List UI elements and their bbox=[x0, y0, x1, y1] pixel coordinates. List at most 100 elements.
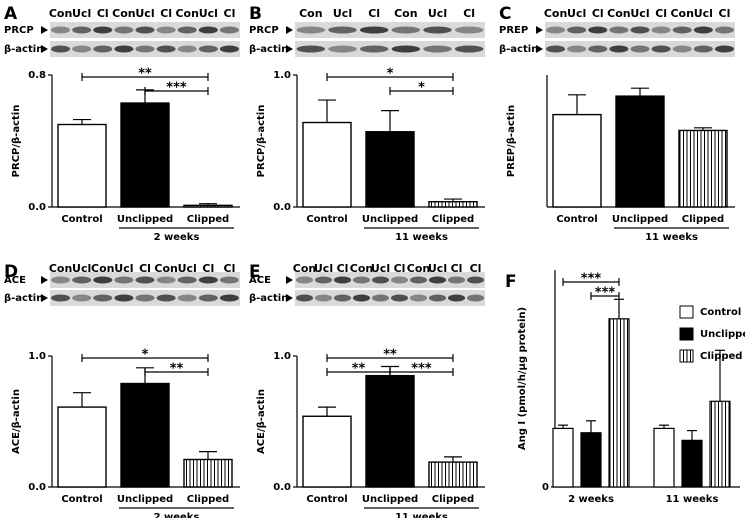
x-tick-label: Clipped bbox=[432, 214, 474, 225]
y-tick-label: 0.0 bbox=[273, 482, 291, 493]
bar bbox=[608, 318, 630, 488]
lane-label: Ucl bbox=[314, 262, 333, 275]
y-tick-label: 1.0 bbox=[273, 351, 291, 362]
bar bbox=[428, 461, 478, 488]
legend-label: Control bbox=[700, 307, 741, 318]
bar bbox=[615, 95, 665, 208]
blot-band bbox=[333, 294, 352, 302]
blot-band bbox=[672, 45, 692, 53]
lane-label: Cl bbox=[337, 262, 349, 275]
legend-label: Unclipped bbox=[700, 329, 745, 340]
legend-swatch bbox=[679, 327, 694, 341]
lane-label: Ucl bbox=[428, 262, 447, 275]
x-tick-label: Clipped bbox=[682, 214, 724, 225]
blot-band bbox=[72, 294, 92, 302]
lane-label: Ucl bbox=[371, 262, 390, 275]
blot-label: β-actin bbox=[499, 44, 538, 55]
lane-label: Cl bbox=[463, 7, 475, 20]
blot-band bbox=[295, 294, 314, 302]
y-tick-label: 0 bbox=[542, 482, 549, 493]
lane-label: Ucl bbox=[135, 7, 154, 20]
lane-label: Cl bbox=[202, 262, 214, 275]
lane-label: Ucl bbox=[199, 7, 218, 20]
blot-band bbox=[466, 294, 485, 302]
lane-label: Con bbox=[91, 262, 114, 275]
bar bbox=[365, 374, 415, 488]
y-axis-label: PREP/β-actin bbox=[506, 105, 517, 177]
sig-label: *** bbox=[411, 362, 432, 377]
lane-label: Cl bbox=[224, 262, 236, 275]
blot-arrow bbox=[41, 45, 48, 53]
y-tick-label: 1.0 bbox=[273, 70, 291, 81]
y-tick-label: 0.8 bbox=[28, 70, 46, 81]
blot-band bbox=[51, 294, 71, 302]
blot-band bbox=[72, 276, 92, 284]
blot-label: β-actin bbox=[4, 293, 43, 304]
lane-label: Ucl bbox=[72, 7, 91, 20]
blot-band bbox=[693, 45, 713, 53]
blot-band bbox=[651, 45, 671, 53]
blot-band bbox=[114, 276, 134, 284]
blot-band bbox=[198, 45, 218, 53]
blot-band bbox=[714, 26, 734, 34]
x-tick-label: Clipped bbox=[187, 494, 229, 505]
bar bbox=[428, 201, 478, 208]
sig-label: * bbox=[387, 67, 394, 82]
blot-band bbox=[156, 276, 176, 284]
lane-label: Cl bbox=[139, 262, 151, 275]
blot-band bbox=[177, 26, 197, 34]
panel-letter: F bbox=[505, 272, 517, 292]
x-tick-label: 11 weeks bbox=[666, 494, 719, 505]
bar bbox=[302, 121, 352, 208]
blot-band bbox=[219, 276, 239, 284]
panel-letter: E bbox=[249, 262, 261, 282]
lane-label: Cl bbox=[368, 7, 380, 20]
bar bbox=[580, 432, 602, 488]
blot-band bbox=[51, 26, 71, 34]
blot-arrow bbox=[286, 294, 293, 302]
blot-label: β-actin bbox=[4, 44, 43, 55]
lane-label: Con bbox=[154, 262, 177, 275]
y-tick-label: 0.0 bbox=[28, 482, 46, 493]
blot-band bbox=[295, 276, 314, 284]
group-label: 11 weeks bbox=[395, 512, 448, 518]
blot-band bbox=[409, 294, 428, 302]
y-axis-label: PRCP/β-actin bbox=[256, 105, 267, 178]
blot-band bbox=[219, 294, 239, 302]
lane-label: Cl bbox=[470, 262, 482, 275]
sig-label: ** bbox=[170, 362, 184, 377]
y-axis-label: ACE/β-actin bbox=[256, 389, 267, 454]
lane-label: Con bbox=[544, 7, 567, 20]
blot-band bbox=[359, 26, 389, 34]
blot-band bbox=[390, 294, 409, 302]
blot-arrow bbox=[286, 45, 293, 53]
blot-band bbox=[567, 26, 587, 34]
lane-label: Ucl bbox=[333, 7, 352, 20]
bar bbox=[681, 439, 703, 488]
bar bbox=[678, 129, 728, 208]
panel-letter: A bbox=[4, 4, 18, 24]
blot-band bbox=[156, 45, 176, 53]
blot-band bbox=[630, 26, 650, 34]
blot-band bbox=[423, 26, 452, 34]
blot-band bbox=[693, 26, 713, 34]
blot-band bbox=[428, 276, 447, 284]
blot-band bbox=[72, 26, 92, 34]
blot-arrow bbox=[286, 276, 293, 284]
x-tick-label: Unclipped bbox=[117, 494, 173, 505]
blot-band bbox=[359, 45, 389, 53]
blot-band bbox=[114, 294, 134, 302]
sig-label: *** bbox=[581, 272, 602, 287]
lane-label: Ucl bbox=[694, 7, 713, 20]
blot-band bbox=[135, 294, 155, 302]
blot-band bbox=[177, 45, 197, 53]
lane-label: Con bbox=[670, 7, 693, 20]
blot-arrow bbox=[536, 26, 543, 34]
blot-band bbox=[177, 294, 197, 302]
blot-band bbox=[391, 45, 421, 53]
blot bbox=[295, 41, 485, 57]
y-tick-label: 0.0 bbox=[273, 202, 291, 213]
x-tick-label: 2 weeks bbox=[568, 494, 614, 505]
lane-label: Cl bbox=[97, 7, 109, 20]
